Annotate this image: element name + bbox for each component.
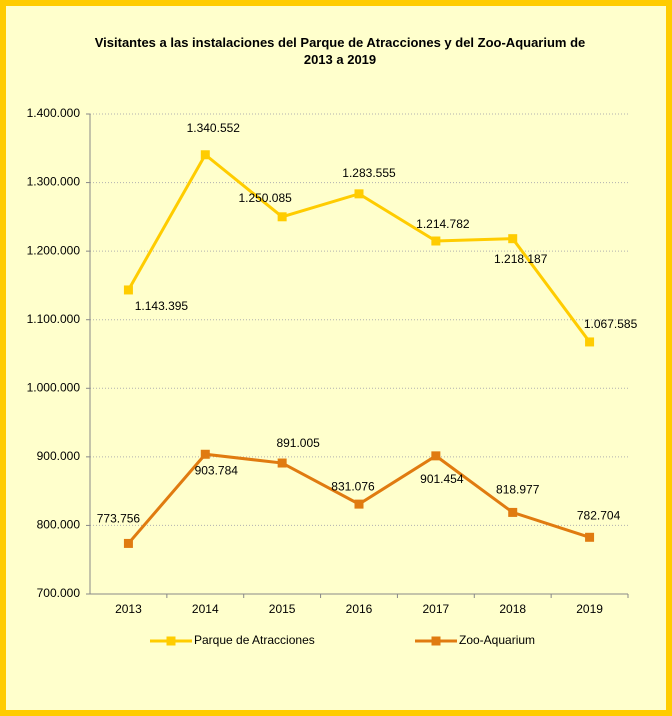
x-tick-label: 2013 [115,602,142,616]
point-marker [508,507,518,517]
chart-title: Visitantes a las instalaciones del Parqu… [94,35,586,67]
point-marker [585,337,595,347]
data-label: 1.143.395 [135,299,189,313]
x-tick-label: 2018 [499,602,526,616]
point-marker [431,451,441,461]
x-tick-label: 2014 [192,602,219,616]
x-tick-label: 2017 [423,602,450,616]
data-label: 773.756 [97,512,141,526]
point-marker [508,234,518,244]
data-label: 1.218.187 [494,252,548,266]
data-label: 891.005 [276,436,320,450]
point-marker [354,189,364,199]
point-marker [354,499,364,509]
data-label: 831.076 [331,479,375,493]
y-tick-label: 900.000 [37,449,81,463]
x-tick-label: 2019 [576,602,603,616]
y-tick-label: 1.400.000 [27,106,81,120]
series-line [127,152,591,343]
data-label: 818.977 [496,483,540,497]
y-tick-label: 800.000 [37,518,81,532]
data-label: 1.250.085 [238,191,292,205]
y-tick-label: 1.200.000 [27,243,81,257]
y-tick-label: 1.100.000 [27,312,81,326]
legend-marker [431,636,441,646]
legend-label: Zoo-Aquarium [459,633,535,647]
y-tick-label: 1.000.000 [27,380,81,394]
point-marker [277,212,287,222]
x-tick-label: 2016 [346,602,373,616]
legend-marker [166,636,176,646]
data-label: 1.214.782 [416,217,470,231]
point-marker [123,285,133,295]
data-label: 903.784 [195,463,239,477]
point-marker [431,236,441,246]
legend-label: Parque de Atracciones [194,633,315,647]
y-tick-label: 1.300.000 [27,175,81,189]
y-tick-label: 700.000 [37,586,81,600]
point-marker [585,532,595,542]
data-label: 1.283.555 [342,166,396,180]
point-marker [200,150,210,160]
data-label: 1.067.585 [584,317,638,331]
point-marker [123,538,133,548]
data-label: 901.454 [420,472,464,486]
data-label: 782.704 [577,508,621,522]
point-marker [277,458,287,468]
x-tick-label: 2015 [269,602,296,616]
data-label: 1.340.552 [187,121,241,135]
point-marker [200,449,210,459]
